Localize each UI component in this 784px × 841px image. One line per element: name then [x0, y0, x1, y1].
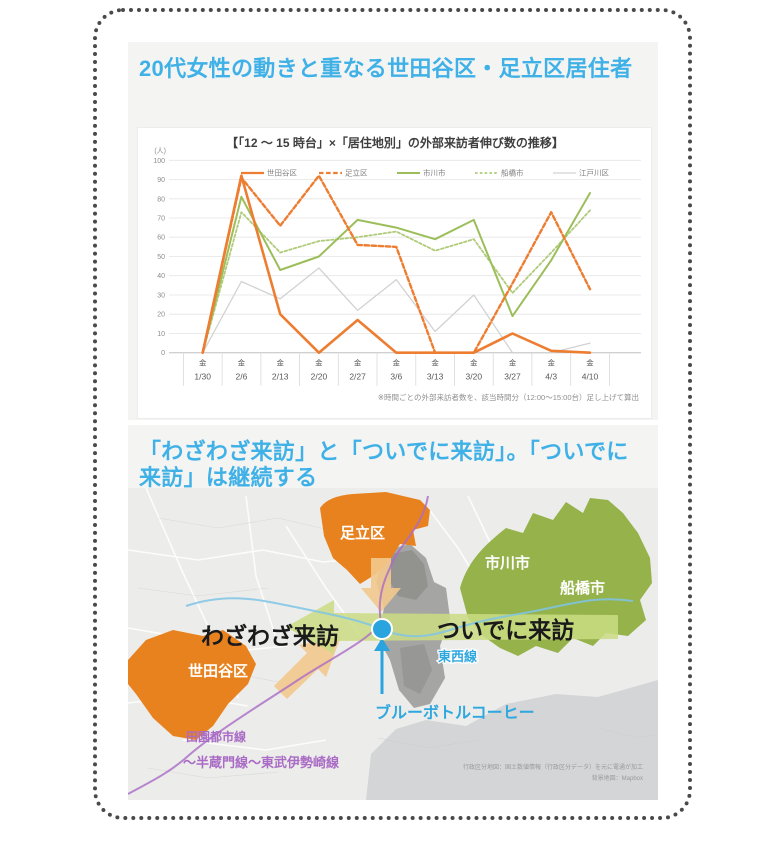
- map-attribution-line2: 背景地図：Mapbox: [592, 774, 643, 782]
- svg-text:金: 金: [547, 358, 555, 368]
- rail-blue-tozai: [185, 597, 634, 638]
- label-hanzomon-line: 〜半蔵門線〜東武伊勢崎線: [183, 755, 340, 770]
- svg-text:80: 80: [157, 196, 165, 203]
- panel2-heading: 「わざわざ来訪」と「ついでに来訪」。「ついでに来訪」は継続する: [139, 439, 629, 491]
- svg-text:4/3: 4/3: [545, 372, 557, 382]
- svg-text:3/20: 3/20: [466, 372, 483, 382]
- svg-text:金: 金: [393, 358, 401, 368]
- svg-text:70: 70: [157, 216, 165, 223]
- series-line-世田谷区: [201, 174, 592, 354]
- chart-grid: 0 10 20 30 40 50 60 70 80 90 100: [153, 158, 641, 357]
- svg-text:10: 10: [157, 331, 165, 338]
- map-attribution-line1: 行政区分地図：国土数値情報（行政区分データ）を元に電通が加工: [463, 763, 643, 771]
- svg-text:30: 30: [157, 293, 165, 300]
- panel1-heading: 20代女性の動きと重なる世田谷区・足立区居住者: [139, 56, 633, 81]
- svg-text:20: 20: [157, 312, 165, 319]
- rail-purple-hanzomon: [128, 495, 429, 795]
- svg-text:2/13: 2/13: [272, 372, 289, 382]
- svg-text:金: 金: [276, 358, 284, 368]
- svg-text:金: 金: [431, 358, 439, 368]
- svg-text:金: 金: [315, 358, 323, 368]
- region-adachi: [320, 492, 430, 584]
- svg-text:金: 金: [586, 358, 594, 368]
- chart-x-axis: 金 1/30 金 2/6 金 2/13 金 2/20 金 2/27 金 3/6 金 3/13 金 3/20 金 3…: [183, 352, 610, 386]
- svg-text:金: 金: [470, 358, 478, 368]
- series-line-江戸川区: [202, 267, 591, 354]
- blue-arrow-head: [374, 638, 390, 651]
- panel-map-card: 「わざわざ来訪」と「ついでに来訪」。「ついでに来訪」は継続する: [128, 425, 658, 800]
- series-line-市川市: [201, 192, 591, 354]
- chart-unit-label: (人): [154, 147, 166, 155]
- svg-text:船橋市: 船橋市: [501, 168, 524, 178]
- arrow-green-tsuideni: [286, 600, 618, 654]
- panel-chart-card: 20代女性の動きと重なる世田谷区・足立区居住者 【「12 ～ 15 時台」×「居…: [128, 42, 658, 420]
- svg-text:江戸川区: 江戸川区: [579, 169, 609, 178]
- svg-text:3/13: 3/13: [427, 372, 444, 382]
- svg-text:4/10: 4/10: [582, 372, 599, 382]
- series-line-船橋市: [201, 209, 591, 354]
- svg-text:金: 金: [238, 358, 246, 368]
- svg-text:0: 0: [161, 350, 165, 357]
- svg-text:3/27: 3/27: [504, 372, 521, 382]
- svg-text:足立区: 足立区: [345, 168, 368, 178]
- svg-text:50: 50: [157, 254, 165, 261]
- svg-text:40: 40: [157, 273, 165, 280]
- map-box: 足立区 市川市 船橋市 世田谷区 わざわざ来訪 ついでに来訪 東西線 ブルーボト…: [128, 488, 658, 800]
- svg-text:世田谷区: 世田谷区: [267, 168, 297, 178]
- svg-text:100: 100: [153, 158, 165, 165]
- region-setagaya: [128, 630, 256, 740]
- svg-text:2/6: 2/6: [235, 372, 247, 382]
- label-adachi: 足立区: [340, 524, 385, 542]
- svg-text:2/20: 2/20: [311, 372, 328, 382]
- label-denentoshi-line: 田園都市線: [186, 729, 246, 744]
- svg-text:60: 60: [157, 235, 165, 242]
- svg-text:市川市: 市川市: [423, 168, 446, 178]
- tokyo-map: 足立区 市川市 船橋市 世田谷区 わざわざ来訪 ついでに来訪 東西線 ブルーボト…: [128, 488, 658, 800]
- label-setagaya: 世田谷区: [188, 662, 248, 680]
- series-line-足立区: [201, 174, 592, 354]
- label-ichikawa: 市川市: [485, 554, 530, 572]
- arrow-tan-from-adachi: [361, 558, 401, 612]
- label-wazawaza: わざわざ来訪: [201, 623, 339, 649]
- svg-text:金: 金: [509, 358, 517, 368]
- svg-text:1/30: 1/30: [194, 372, 211, 382]
- blue-bottle-marker: [371, 618, 393, 640]
- label-tsuideni: ついでに来訪: [437, 617, 574, 643]
- chart-legend: 世田谷区 足立区 市川市 船橋市 江戸川区: [241, 168, 609, 178]
- svg-text:2/27: 2/27: [349, 372, 366, 382]
- chart-title: 【「12 ～ 15 時台」×「居住地別」の外部来訪者伸び数の推移】: [226, 135, 564, 150]
- svg-text:90: 90: [157, 177, 165, 184]
- region-central-gray-dark: [388, 550, 428, 600]
- line-chart: 【「12 ～ 15 時台」×「居住地別」の外部来訪者伸び数の推移】 (人) 0 10 2…: [153, 135, 641, 402]
- svg-text:3/6: 3/6: [390, 372, 402, 382]
- map-water-bay: [366, 680, 658, 800]
- label-blue-bottle: ブルーボトルコーヒー: [375, 703, 535, 722]
- label-tozai-line: 東西線: [438, 649, 478, 664]
- svg-text:金: 金: [199, 358, 207, 368]
- arrow-tan-from-southwest: [274, 636, 341, 699]
- svg-text:金: 金: [354, 358, 362, 368]
- label-funabashi: 船橋市: [560, 579, 605, 597]
- chart-footnote: ※時間ごとの外部来訪者数を、該当時間分（12:00～15:00台）足し上げて算出: [378, 392, 639, 402]
- region-central-gray-dark2: [400, 644, 432, 694]
- dotted-frame: [93, 8, 692, 820]
- chart-box: 【「12 ～ 15 時台」×「居住地別」の外部来訪者伸び数の推移】 (人) 0 10 2…: [137, 127, 652, 419]
